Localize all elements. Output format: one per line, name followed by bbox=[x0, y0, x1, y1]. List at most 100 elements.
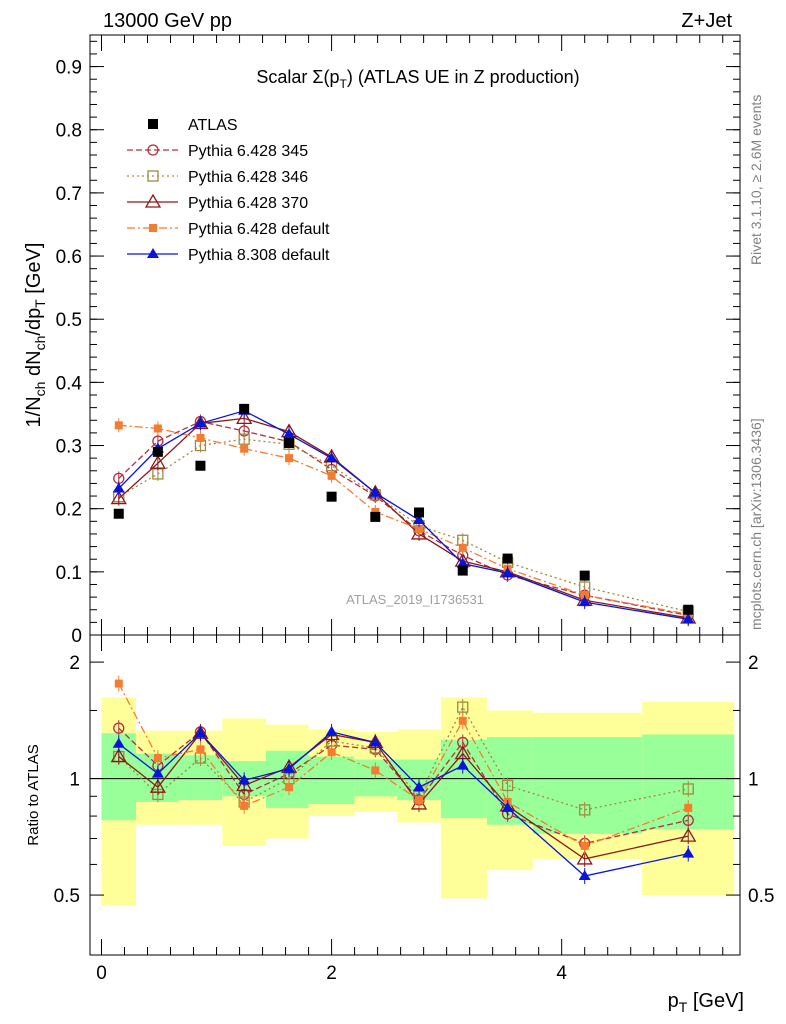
marker-p370 bbox=[236, 777, 253, 792]
data-point-atlas bbox=[326, 491, 337, 502]
legend-label-p8: Pythia 8.308 default bbox=[188, 247, 330, 264]
marker-p8 bbox=[501, 801, 514, 812]
marker-p8 bbox=[413, 514, 426, 525]
data-point-atlas bbox=[683, 604, 694, 615]
marker-p370 bbox=[680, 827, 697, 842]
data-point-atlas bbox=[457, 565, 468, 576]
marker-pdef bbox=[240, 801, 249, 810]
x-tick-label: 0 bbox=[96, 963, 107, 984]
marker-pdef bbox=[327, 748, 336, 757]
data-point-atlas bbox=[195, 460, 206, 471]
data-point-atlas bbox=[414, 507, 425, 518]
legend-label-p346: Pythia 6.428 346 bbox=[188, 169, 308, 186]
marker-p8 bbox=[578, 870, 591, 881]
y-tick-label-ratio: 0.5 bbox=[54, 886, 80, 907]
marker-p8 bbox=[369, 736, 382, 747]
marker-p370 bbox=[149, 454, 167, 469]
marker-pdef bbox=[196, 745, 205, 754]
title-prefix: Scalar Σ(p bbox=[256, 67, 339, 87]
y-tick-label-main: 0.8 bbox=[56, 121, 82, 142]
y-tick-label-main: 0.1 bbox=[56, 563, 82, 584]
main-panel-series bbox=[110, 403, 697, 627]
data-point-atlas bbox=[152, 446, 163, 457]
marker-p8 bbox=[682, 613, 695, 624]
y-tick-label-main: 0.2 bbox=[56, 500, 82, 521]
marker-pdef bbox=[149, 224, 157, 232]
marker-p8 bbox=[413, 781, 426, 792]
y-tick-label-main: 0.3 bbox=[56, 437, 82, 458]
title-suffix: ) (ATLAS UE in Z production) bbox=[347, 67, 580, 87]
marker-pdef bbox=[285, 454, 294, 463]
marker-pdef bbox=[285, 783, 294, 792]
ratio-band-inner bbox=[532, 737, 643, 834]
marker-p346 bbox=[501, 779, 514, 792]
ratio-y-axis-label-text: Ratio to ATLAS bbox=[25, 744, 42, 845]
analysis-watermark: ATLAS_2019_I1736531 bbox=[346, 592, 484, 607]
marker-p8 bbox=[112, 737, 125, 748]
data-point-atlas bbox=[579, 570, 590, 581]
y-tick-label-ratio-right: 0.5 bbox=[748, 886, 774, 907]
marker-pdef bbox=[415, 524, 424, 533]
chart-title: Scalar Σ(pT) (ATLAS UE in Z production) bbox=[256, 67, 579, 91]
x-tick-label: 2 bbox=[326, 963, 337, 984]
marker-p346 bbox=[147, 170, 159, 182]
marker-p8 bbox=[147, 248, 159, 258]
marker-p370 bbox=[236, 410, 253, 425]
marker-p8 bbox=[325, 452, 338, 463]
rivet-label: Rivet 3.1.10, ≥ 2.6M events bbox=[748, 95, 764, 265]
y-tick-label-main: 0.7 bbox=[56, 184, 82, 205]
data-point-atlas bbox=[502, 553, 513, 564]
marker-pdef bbox=[196, 433, 205, 442]
marker-p370 bbox=[144, 193, 162, 208]
marker-p370 bbox=[576, 850, 593, 865]
marker-p8 bbox=[325, 725, 338, 736]
marker-p345 bbox=[147, 144, 159, 156]
y-axis-label: 1/Nch dNch/dpT [GeV] bbox=[23, 243, 48, 428]
legend-label-p370: Pythia 6.428 370 bbox=[188, 195, 308, 212]
marker-pdef bbox=[114, 679, 123, 688]
data-point-atlas bbox=[239, 403, 250, 414]
marker-p370 bbox=[110, 748, 127, 763]
marker-pdef bbox=[458, 543, 467, 552]
y-tick-label-main: 0.6 bbox=[56, 247, 82, 268]
marker-p8 bbox=[151, 767, 164, 778]
marker-p8 bbox=[578, 596, 591, 607]
legend: ATLAS Pythia 6.428 345 Pythia 6.428 346 Pyt… bbox=[127, 117, 330, 264]
marker-p370 bbox=[149, 778, 167, 793]
y-tick-label-main: 0.5 bbox=[56, 310, 82, 331]
marker-p8 bbox=[369, 486, 382, 497]
legend-marker-atlas bbox=[148, 119, 158, 129]
process-label: Z+Jet bbox=[681, 10, 732, 32]
ratio-panel-frame bbox=[89, 634, 741, 956]
marker-pdef bbox=[458, 716, 467, 725]
marker-pdef bbox=[240, 444, 249, 453]
marker-p8 bbox=[194, 727, 207, 738]
rivet-label-group: Rivet 3.1.10, ≥ 2.6M events bbox=[748, 95, 764, 265]
ratio-line-p370 bbox=[118, 732, 689, 860]
ratio-line-p346 bbox=[118, 705, 689, 811]
marker-p346 bbox=[579, 804, 591, 816]
x-tick-label: 4 bbox=[556, 963, 567, 984]
marker-p8 bbox=[501, 567, 514, 578]
marker-p345 bbox=[113, 722, 125, 734]
marker-p8 bbox=[238, 774, 251, 785]
data-point-atlas bbox=[284, 438, 295, 448]
ratio-y-axis-label: Ratio to ATLAS bbox=[25, 744, 42, 845]
mcplots-label: mcplots.cern.ch [arXiv:1306.3436] bbox=[748, 418, 764, 630]
y-tick-label-ratio: 1 bbox=[69, 770, 80, 791]
marker-p8 bbox=[283, 762, 296, 773]
y-tick-label-main: 0 bbox=[71, 626, 82, 647]
marker-pdef bbox=[415, 796, 424, 805]
marker-p8 bbox=[456, 557, 469, 568]
marker-p346 bbox=[457, 701, 469, 713]
ratio-line-p8 bbox=[118, 731, 689, 877]
y-tick-label-main: 0.9 bbox=[56, 58, 82, 79]
marker-p8 bbox=[682, 847, 695, 858]
series-line-p8 bbox=[118, 410, 689, 620]
marker-p370 bbox=[410, 525, 428, 540]
marker-p8 bbox=[456, 759, 469, 770]
y-tick-label-ratio-right: 2 bbox=[748, 653, 759, 674]
data-point-atlas bbox=[113, 508, 124, 519]
